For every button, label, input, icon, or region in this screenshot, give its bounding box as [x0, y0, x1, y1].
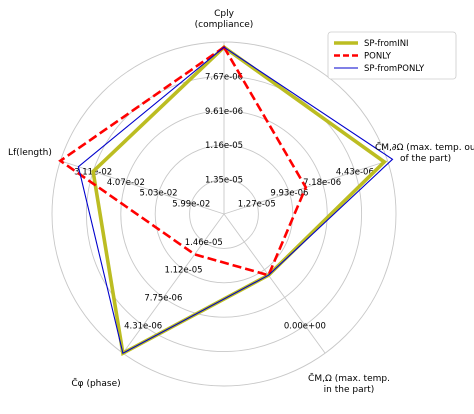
legend-label: SP-fromPONLY — [364, 64, 425, 74]
axis-label-cply: Cply (compliance) — [195, 9, 254, 30]
chart-grid — [51, 41, 397, 387]
axis-label-cm_om: C̄M,Ω (max. temp. in the part) — [308, 372, 390, 395]
tick-label: 5.99e-02 — [172, 199, 210, 209]
tick-label: 9.93e-06 — [270, 189, 308, 199]
axis-labels: Cply (compliance) C̄M,∂Ω (max. temp. out of… — [8, 9, 474, 395]
legend-label: SP-fromINI — [364, 39, 409, 49]
tick-label: 1.27e-05 — [238, 199, 276, 209]
series-ponly — [58, 45, 308, 277]
tick-label: 4.43e-06 — [336, 167, 374, 177]
tick-label: 9.61e-06 — [205, 107, 243, 117]
tick-label: 7.18e-06 — [303, 178, 341, 188]
tick-label: 4.31e-06 — [124, 321, 162, 331]
axis-label-cphi: C̄φ (phase) — [71, 377, 120, 389]
series-sp-fromponly — [77, 46, 394, 355]
tick-label: 1.46e-05 — [185, 238, 223, 248]
axis-label-lf: Lf(length) — [8, 148, 52, 158]
legend: SP-fromINI PONLY SP-fromPONLY — [327, 31, 457, 80]
legend-label: PONLY — [364, 52, 392, 62]
grid-spoke — [122, 213, 225, 354]
tick-label: 1.12e-05 — [165, 266, 203, 276]
series-lines — [58, 44, 394, 356]
tick-label: 0.00e+00 — [284, 321, 326, 331]
axis-label-cm_dom: C̄M,∂Ω (max. temp. out of the part) — [375, 141, 474, 164]
tick-label: 4.07e-02 — [107, 178, 145, 188]
tick-label: 1.16e-05 — [205, 141, 243, 151]
tick-labels: 7.67e-06 9.61e-06 1.16e-05 1.35e-05 4.43e-06… — [74, 72, 374, 331]
tick-label: 7.75e-06 — [144, 293, 182, 303]
legend-box — [327, 31, 457, 80]
tick-label: 1.35e-05 — [205, 176, 243, 186]
grid-spoke — [223, 213, 326, 354]
tick-label: 7.67e-06 — [205, 72, 243, 82]
grid-spoke — [60, 160, 225, 215]
tick-label: 5.03e-02 — [140, 189, 178, 199]
